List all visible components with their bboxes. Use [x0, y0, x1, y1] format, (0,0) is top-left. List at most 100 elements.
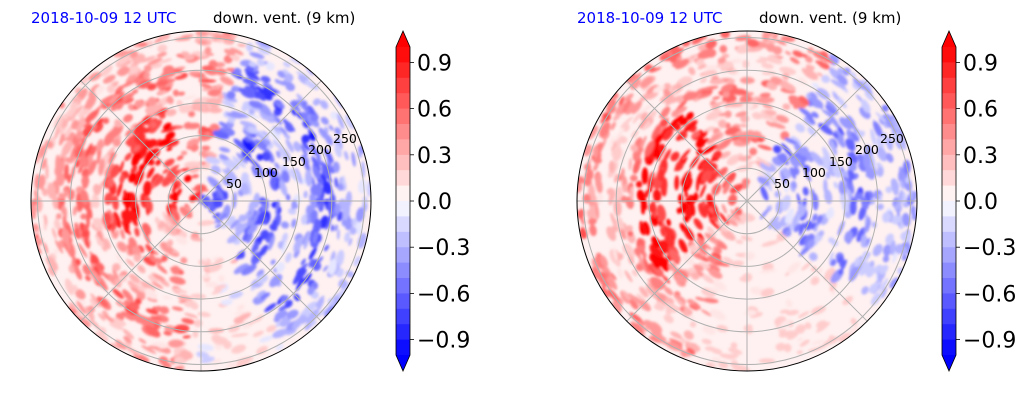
contour-blob	[163, 158, 175, 168]
contour-blob	[91, 124, 97, 131]
contour-blob	[726, 79, 736, 85]
contour-blob	[824, 118, 833, 127]
contour-blob	[773, 145, 782, 154]
contour-blob	[313, 218, 322, 233]
contour-blob	[822, 146, 832, 163]
contour-blob	[847, 169, 853, 185]
contour-blob	[241, 264, 257, 276]
contour-blob	[688, 299, 695, 305]
contour-blob	[655, 301, 665, 311]
contour-blob	[810, 276, 820, 286]
contour-blob	[85, 143, 93, 158]
contour-blob	[839, 117, 853, 130]
contour-blob	[237, 43, 247, 48]
contour-blob	[77, 164, 84, 174]
contour-blob	[763, 113, 778, 123]
colorbar-level	[396, 308, 410, 325]
contour-blob	[910, 205, 917, 216]
contour-blob	[116, 60, 132, 68]
contour-blob	[648, 159, 653, 165]
contour-blob	[161, 174, 173, 187]
contour-blob	[248, 100, 263, 109]
contour-blob	[615, 100, 625, 118]
contour-blob	[334, 143, 342, 158]
contour-blob	[693, 192, 699, 202]
contour-blob	[750, 136, 759, 143]
contour-blob	[53, 248, 59, 255]
contour-blob	[737, 156, 750, 162]
contour-blob	[711, 101, 727, 107]
contour-blob	[179, 206, 193, 219]
radial-tick-label: 200	[308, 142, 332, 157]
contour-blob	[241, 172, 249, 181]
contour-blob	[675, 99, 688, 112]
contour-blob	[845, 177, 855, 194]
contour-blob	[280, 295, 289, 303]
contour-blob	[142, 256, 157, 266]
contour-blob	[215, 84, 224, 88]
colorbar-level	[396, 62, 410, 79]
contour-blob	[683, 330, 694, 340]
contour-blob	[145, 244, 155, 255]
contour-blob	[659, 256, 670, 272]
contour-blob	[172, 89, 180, 97]
contour-blob	[610, 121, 616, 131]
contour-blob	[246, 233, 253, 244]
colorbar-tick-label: 0.9	[963, 51, 998, 76]
contour-blob	[270, 259, 276, 265]
contour-blob	[156, 52, 167, 58]
contour-blob	[82, 264, 91, 276]
contour-blob	[151, 103, 164, 113]
colorbar-level	[942, 262, 956, 279]
contour-blob	[678, 76, 693, 86]
contour-blob	[760, 185, 769, 201]
contour-blob	[322, 265, 329, 272]
contour-blob	[85, 275, 91, 282]
colorbar-tick-label: 0.9	[417, 51, 452, 76]
contour-blob	[806, 239, 815, 249]
contour-blob	[94, 234, 105, 248]
contour-blob	[302, 120, 309, 129]
contour-blob	[616, 267, 624, 279]
contour-blob	[133, 313, 145, 324]
contour-blob	[779, 81, 796, 92]
contour-blob	[619, 135, 628, 144]
contour-blob	[316, 308, 327, 318]
contour-blob	[84, 237, 90, 249]
contour-blob	[780, 318, 792, 328]
contour-blob	[584, 169, 594, 182]
contour-blob	[171, 265, 181, 275]
contour-blob	[204, 46, 212, 56]
contour-blob	[353, 255, 361, 267]
contour-blob	[233, 310, 251, 315]
contour-blob	[592, 145, 599, 159]
contour-blob	[901, 254, 908, 261]
contour-blob	[319, 205, 324, 212]
contour-blob	[735, 239, 744, 245]
contour-blob	[359, 233, 367, 247]
contour-blob	[256, 153, 264, 161]
contour-blob	[662, 128, 674, 141]
radial-tick-label: 150	[829, 154, 853, 169]
contour-blob	[795, 324, 806, 334]
contour-blob	[668, 262, 677, 271]
polar-grid	[31, 31, 371, 371]
contour-blob	[81, 230, 90, 238]
contour-blob	[809, 252, 818, 261]
contour-blob	[279, 127, 287, 135]
contour-blob	[165, 108, 177, 117]
contour-blob	[757, 144, 773, 151]
contour-blob	[672, 59, 681, 67]
colorbar-level	[942, 185, 956, 202]
contour-blob	[351, 217, 357, 227]
contour-blob	[96, 296, 109, 307]
contour-blob	[832, 164, 838, 178]
contour-blob	[259, 335, 273, 343]
contour-blob	[61, 228, 71, 244]
contour-blob	[123, 335, 132, 344]
contour-blob	[334, 127, 342, 136]
contour-blob	[674, 273, 688, 283]
contour-blob	[259, 244, 269, 257]
colorbar-level	[396, 154, 410, 171]
colorbar-level	[942, 77, 956, 94]
